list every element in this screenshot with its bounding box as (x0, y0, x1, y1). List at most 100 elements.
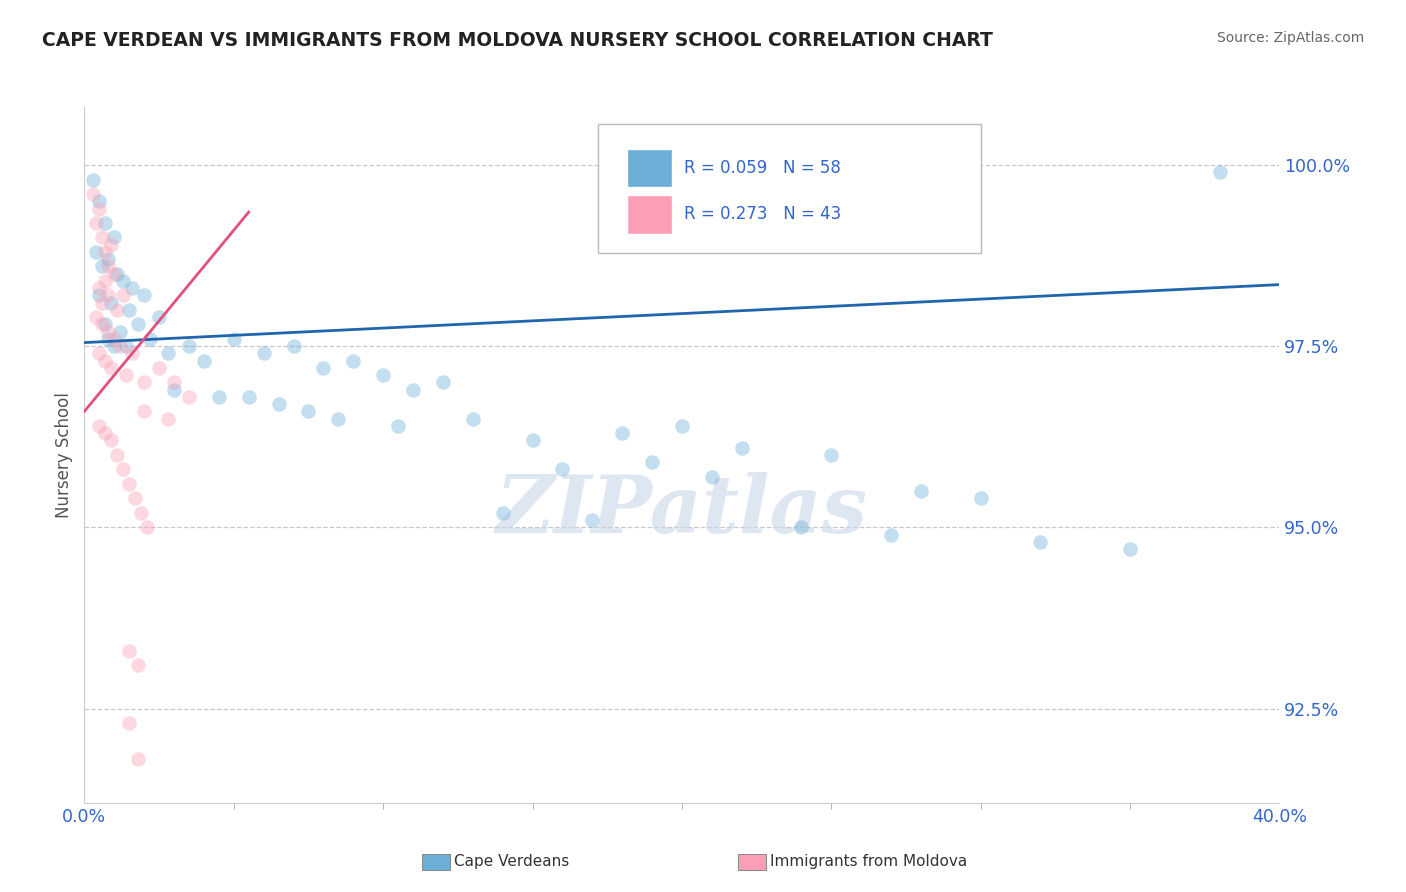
Point (157, 346, 180, 360)
Point (89, 346, 111, 360)
Point (132, 288, 156, 302)
Point (103, 339, 125, 353)
Point (148, 361, 170, 376)
Point (297, 404, 319, 418)
Point (118, 716, 141, 731)
Text: R = 0.273   N = 43: R = 0.273 N = 43 (685, 205, 842, 223)
Point (432, 376, 454, 390)
Point (105, 303, 128, 318)
Point (86, 310, 108, 325)
Point (105, 267, 128, 281)
Point (97, 288, 120, 302)
Point (700, 469, 723, 483)
Point (193, 353, 215, 368)
Point (148, 310, 170, 325)
Point (82, 187, 104, 202)
Point (132, 404, 156, 418)
Point (177, 390, 200, 404)
Point (100, 295, 122, 310)
Point (94, 245, 117, 260)
Point (127, 318, 149, 332)
Point (910, 484, 932, 499)
Point (91, 295, 114, 310)
Point (94, 274, 117, 288)
Point (118, 643, 141, 657)
Point (371, 368, 394, 383)
Point (115, 368, 138, 383)
Point (118, 303, 141, 318)
Point (208, 390, 231, 404)
Point (163, 376, 186, 390)
Point (112, 462, 135, 476)
Point (89, 194, 111, 209)
Point (129, 506, 152, 520)
Point (103, 332, 125, 346)
Text: Cape Verdeans: Cape Verdeans (454, 855, 569, 869)
Point (82, 172, 104, 186)
Point (342, 353, 364, 368)
Point (1029, 535, 1052, 549)
Point (402, 383, 425, 397)
Point (91, 260, 114, 274)
Point (522, 434, 544, 448)
Point (91, 318, 114, 332)
Point (820, 448, 842, 462)
Point (387, 419, 409, 434)
Point (105, 448, 128, 462)
Text: ZIPatlas: ZIPatlas (496, 472, 868, 549)
Point (267, 397, 290, 411)
Point (103, 267, 125, 281)
FancyBboxPatch shape (599, 124, 981, 253)
Point (127, 752, 149, 766)
Point (641, 455, 664, 469)
Text: Immigrants from Moldova: Immigrants from Moldova (770, 855, 967, 869)
Point (121, 346, 143, 360)
Point (132, 376, 156, 390)
Text: R = 0.059   N = 58: R = 0.059 N = 58 (685, 159, 841, 177)
Point (89, 419, 111, 434)
Point (97, 332, 120, 346)
Point (551, 462, 574, 476)
Text: CAPE VERDEAN VS IMMIGRANTS FROM MOLDOVA NURSERY SCHOOL CORRELATION CHART: CAPE VERDEAN VS IMMIGRANTS FROM MOLDOVA … (42, 31, 993, 50)
Point (581, 513, 603, 527)
Point (121, 281, 143, 295)
Point (110, 325, 132, 339)
Point (1119, 542, 1142, 557)
Point (312, 361, 335, 376)
Point (94, 318, 117, 332)
Point (86, 245, 108, 260)
Point (110, 339, 132, 353)
Point (97, 325, 120, 339)
Point (86, 216, 108, 230)
Point (89, 202, 111, 216)
Text: Source: ZipAtlas.com: Source: ZipAtlas.com (1216, 31, 1364, 45)
Point (89, 288, 111, 302)
Point (238, 390, 260, 404)
Point (328, 411, 350, 425)
Point (127, 658, 149, 673)
Point (94, 353, 117, 368)
Point (97, 260, 120, 274)
Point (100, 361, 122, 376)
Bar (627, 149, 672, 187)
Point (100, 434, 122, 448)
Point (283, 339, 305, 353)
Point (222, 332, 245, 346)
Point (91, 230, 114, 244)
Point (124, 491, 146, 506)
Point (97, 252, 120, 267)
Point (461, 411, 484, 425)
Point (94, 426, 117, 441)
Point (671, 419, 693, 434)
Point (610, 426, 633, 441)
Point (790, 520, 813, 534)
Point (112, 288, 135, 302)
Bar (627, 195, 672, 234)
Point (253, 346, 276, 360)
Point (880, 527, 903, 541)
Point (1208, 165, 1230, 179)
Point (118, 477, 141, 491)
Point (112, 274, 135, 288)
Point (94, 216, 117, 230)
Point (177, 339, 200, 353)
